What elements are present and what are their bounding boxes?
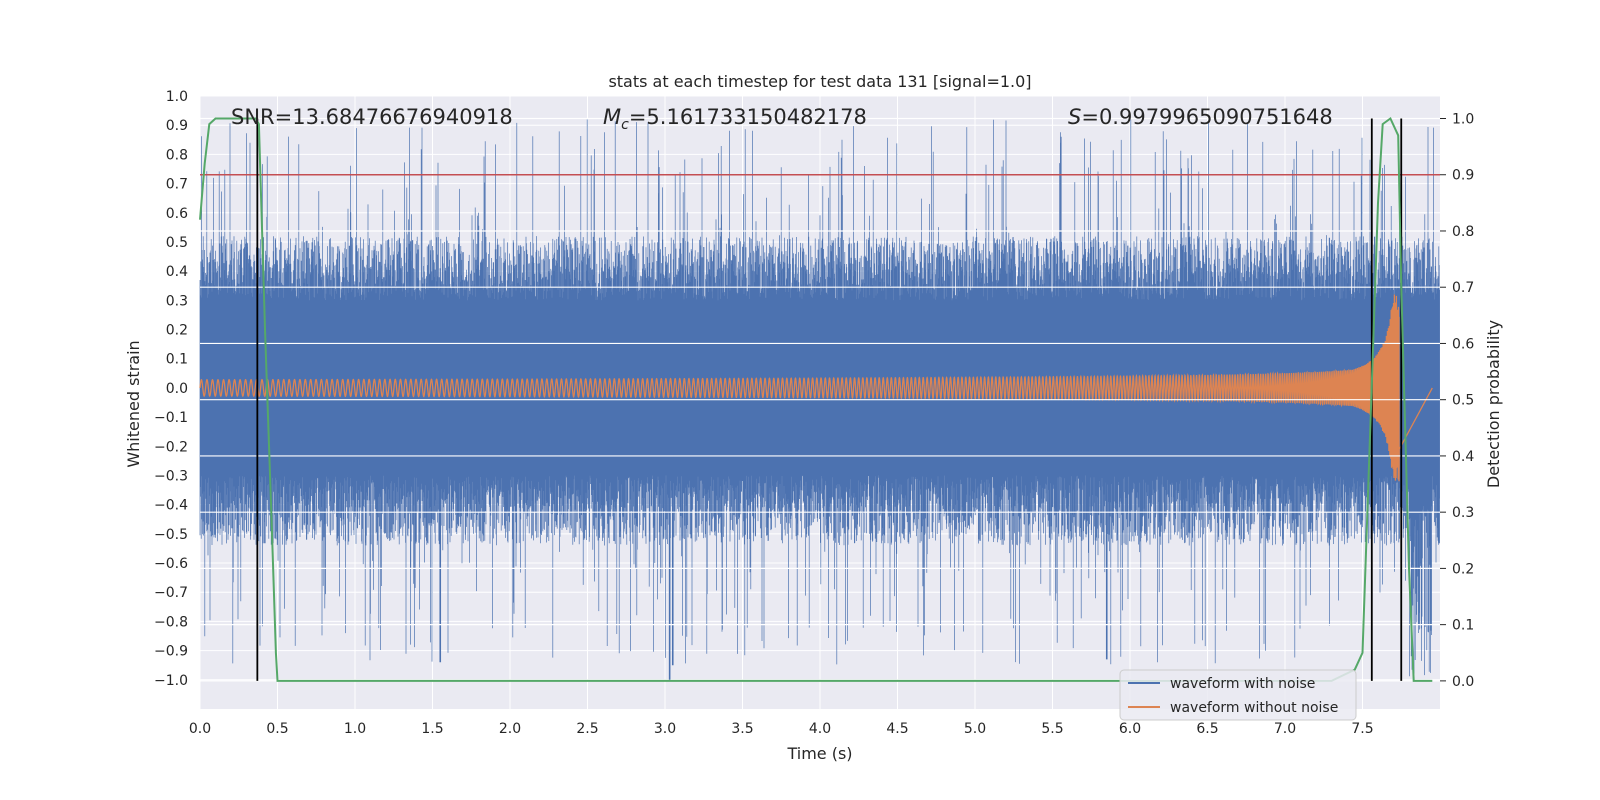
y-tick-label: 1.0 <box>166 89 188 105</box>
y-tick-label: −0.7 <box>154 585 188 601</box>
chart-title: stats at each timestep for test data 131… <box>608 72 1031 91</box>
chirp-mass-value: =5.161733150482178 <box>629 105 867 129</box>
waveform-without-noise-line <box>199 294 1433 482</box>
chirp-mass-symbol: M <box>603 105 621 129</box>
x-tick-label: 7.0 <box>1274 721 1296 737</box>
legend-label-noise: waveform with noise <box>1170 676 1315 692</box>
right-tick-label: 0.2 <box>1452 561 1474 577</box>
x-tick-label: 2.5 <box>576 721 598 737</box>
right-tick-label: 0.5 <box>1452 393 1474 409</box>
x-tick-label: 3.5 <box>731 721 753 737</box>
x-tick-label: 4.5 <box>886 721 908 737</box>
x-tick-label: 6.0 <box>1119 721 1141 737</box>
y-tick-label: −0.8 <box>154 614 188 630</box>
y-tick-label: 0.2 <box>166 323 188 339</box>
right-tick-label: 0.8 <box>1452 224 1474 240</box>
y-tick-label: 0.8 <box>166 147 188 163</box>
y-tick-label: 0.9 <box>166 118 188 134</box>
x-tick-label: 2.0 <box>499 721 521 737</box>
y-tick-label: −0.5 <box>154 527 188 543</box>
waveform-with-noise-series <box>199 119 1440 680</box>
chirp-mass-annotation: Mc=5.161733150482178 <box>603 105 867 133</box>
y-tick-label: −0.4 <box>154 498 188 514</box>
y-tick-label: −0.9 <box>154 644 188 660</box>
axis-ticks: 0.0 0.5 1.0 1.5 2.0 2.5 3.0 3.5 4.0 4.5 5.0 5.5 6.0 6… <box>154 89 1474 737</box>
right-tick-label: 0.9 <box>1452 168 1474 184</box>
score-value: =0.9979965090751648 <box>1081 105 1332 129</box>
x-tick-label: 1.5 <box>421 721 443 737</box>
score-annotation: S=0.9979965090751648 <box>1068 105 1333 129</box>
y-tick-label: −0.3 <box>154 468 188 484</box>
y-tick-label: 0.1 <box>166 352 188 368</box>
y-axis-label: Whitened strain <box>124 340 143 467</box>
x-tick-label: 0.0 <box>189 721 211 737</box>
x-tick-label: 5.0 <box>964 721 986 737</box>
legend: waveform with noise waveform without noi… <box>1119 669 1357 721</box>
right-tick-label: 1.0 <box>1452 111 1474 127</box>
y-tick-label: 0.6 <box>166 206 188 222</box>
y-tick-label: 0.0 <box>166 381 188 397</box>
right-tick-label: 0.3 <box>1452 505 1474 521</box>
y-tick-label: −0.6 <box>154 556 188 572</box>
x-axis-label: Time (s) <box>786 744 852 763</box>
x-tick-label: 4.0 <box>809 721 831 737</box>
y-tick-label: −0.2 <box>154 439 188 455</box>
y-tick-label: 0.5 <box>166 235 188 251</box>
y-tick-label: 0.7 <box>166 177 188 193</box>
chirp-mass-subscript: c <box>621 117 629 133</box>
right-tick-label: 0.6 <box>1452 336 1474 352</box>
snr-annotation: SNR=13.68476676940918 <box>231 105 513 129</box>
x-tick-label: 1.0 <box>344 721 366 737</box>
y-tick-label: 0.3 <box>166 293 188 309</box>
legend-box <box>1119 669 1357 721</box>
y-tick-label: −1.0 <box>154 673 188 689</box>
right-y-axis-label: Detection probability <box>1484 320 1503 488</box>
y-tick-label: 0.4 <box>166 264 188 280</box>
legend-label-clean: waveform without noise <box>1170 700 1338 716</box>
y-tick-label: −0.1 <box>154 410 188 426</box>
score-symbol: S <box>1068 105 1081 129</box>
x-tick-label: 6.5 <box>1196 721 1218 737</box>
right-tick-label: 0.4 <box>1452 449 1474 465</box>
x-tick-label: 5.5 <box>1041 721 1063 737</box>
waveform-without-noise-series <box>199 294 1433 482</box>
right-tick-label: 0.1 <box>1452 618 1474 634</box>
x-tick-label: 0.5 <box>266 721 288 737</box>
x-tick-label: 3.0 <box>654 721 676 737</box>
x-tick-label: 7.5 <box>1351 721 1373 737</box>
right-tick-label: 0.0 <box>1452 674 1474 690</box>
right-tick-label: 0.7 <box>1452 280 1474 296</box>
